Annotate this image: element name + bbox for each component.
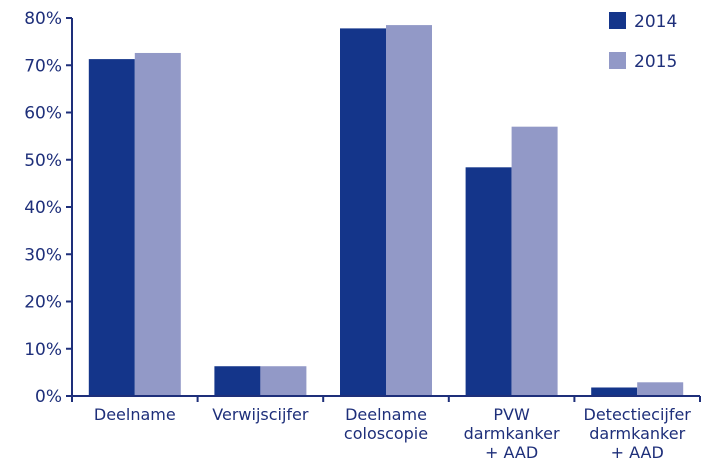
- bar-2014-1: [214, 366, 261, 396]
- x-category-label-line: PVW: [493, 405, 530, 424]
- y-tick-label: 0%: [35, 387, 62, 407]
- bar-2015-1: [260, 366, 307, 396]
- y-tick-label: 10%: [24, 340, 62, 360]
- x-category-label-line: + AAD: [485, 443, 538, 462]
- bar-2015-3: [511, 126, 558, 397]
- x-category-label-line: coloscopie: [344, 424, 428, 443]
- x-category-label-line: darmkanker: [589, 424, 685, 443]
- x-category-label: Verwijscijfer: [212, 405, 309, 424]
- y-tick-label: 60%: [24, 104, 62, 124]
- x-category-label-line: + AAD: [611, 443, 664, 462]
- x-category-label: Detectiecijfer darmkanker + AAD: [584, 405, 692, 462]
- bar-2015-4: [637, 382, 684, 396]
- legend-swatch-2014: [609, 12, 626, 29]
- y-tick-label: 70%: [24, 56, 62, 76]
- bar-2014-0: [88, 59, 135, 397]
- y-tick-label: 40%: [24, 198, 62, 218]
- x-axis-ticks: Deelname Verwijscijfer Deelname coloscopieP…: [71, 396, 701, 462]
- legend-label-2014: 2014: [634, 12, 677, 32]
- x-category-label-line: Detectiecijfer: [584, 405, 692, 424]
- x-category-label: Deelname coloscopie: [344, 405, 428, 443]
- x-category-label: Deelname: [94, 405, 176, 424]
- x-category-label-line: Verwijscijfer: [212, 405, 309, 424]
- legend-swatch-2015: [609, 52, 626, 69]
- y-axis-ticks: 0% 10% 20% 30% 40% 50% 60% 70% 80%: [24, 9, 72, 407]
- bar-2014-2: [340, 28, 386, 397]
- x-category-label-line: Deelname: [345, 405, 427, 424]
- y-tick-label: 20%: [24, 293, 62, 313]
- bar-2014-3: [465, 167, 512, 396]
- x-category-label-line: Deelname: [94, 405, 176, 424]
- y-tick-label: 30%: [24, 245, 62, 265]
- y-tick-label: 80%: [24, 9, 62, 29]
- legend-label-2015: 2015: [634, 52, 677, 72]
- bar-2015-0: [134, 52, 181, 397]
- legend: 2014 2015: [609, 12, 677, 72]
- bar-2015-2: [386, 25, 432, 397]
- bar-2014-4: [591, 387, 638, 396]
- x-category-label-line: darmkanker: [464, 424, 560, 443]
- x-category-label: PVW darmkanker + AAD: [464, 405, 560, 462]
- bars-group: [88, 25, 684, 397]
- y-tick-label: 50%: [24, 151, 62, 171]
